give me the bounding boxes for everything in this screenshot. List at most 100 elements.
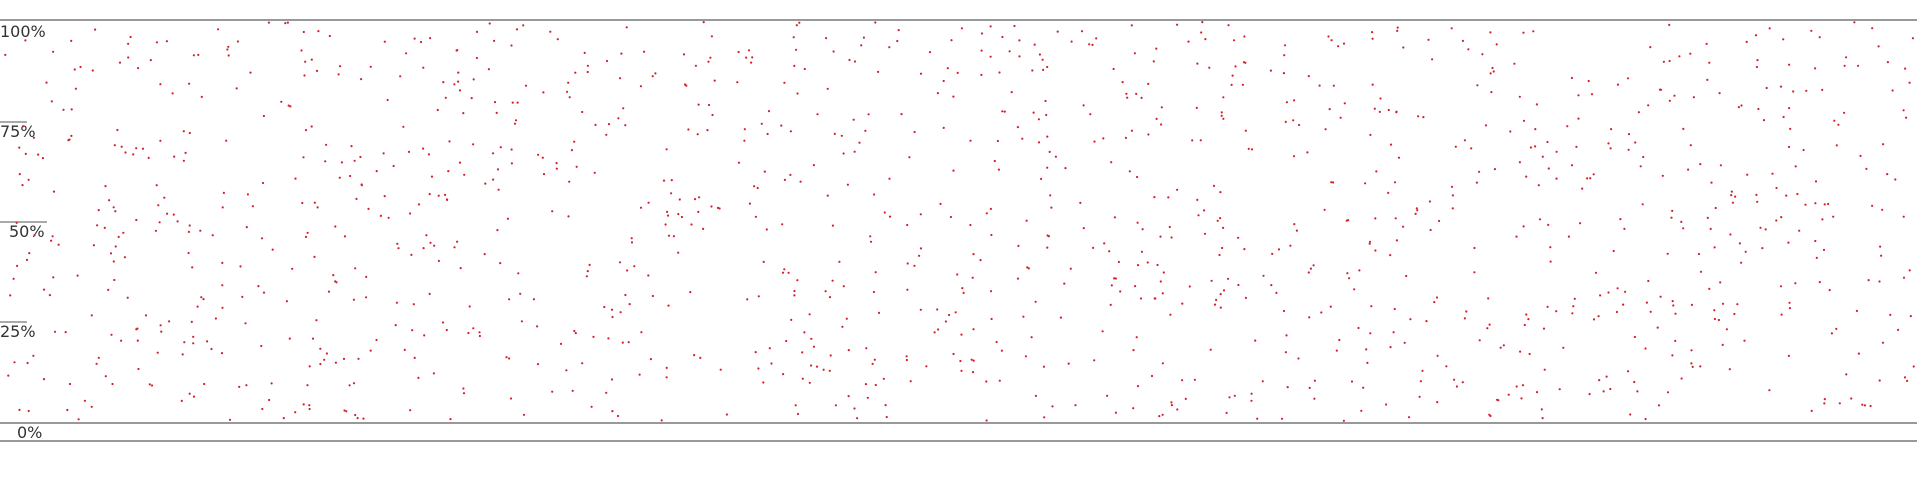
data-point [1713, 309, 1716, 312]
data-point [1027, 267, 1030, 270]
data-point [1368, 240, 1372, 243]
data-point [117, 235, 120, 238]
data-point [1590, 93, 1594, 96]
data-point [1682, 227, 1685, 230]
data-point [462, 112, 465, 115]
data-point [294, 177, 297, 180]
data-point [651, 294, 655, 298]
data-point [1880, 254, 1883, 257]
data-point [1541, 417, 1544, 420]
data-point [664, 223, 667, 226]
data-point [845, 317, 848, 320]
data-point [42, 378, 46, 381]
data-point [1018, 39, 1021, 42]
data-point [1429, 228, 1432, 232]
data-point [1414, 212, 1417, 215]
data-point [1779, 85, 1783, 88]
data-point [1141, 228, 1144, 231]
data-point [593, 171, 596, 174]
data-point [517, 272, 520, 275]
y-tick-label-0: 0% [17, 423, 42, 442]
data-point [536, 363, 540, 366]
data-point [980, 73, 983, 76]
data-point [825, 37, 828, 40]
data-point [18, 408, 21, 411]
data-point [1794, 282, 1797, 285]
data-point [1114, 411, 1117, 414]
data-point [478, 331, 481, 334]
data-point [619, 77, 622, 80]
data-point [884, 404, 887, 407]
data-point [979, 259, 982, 262]
data-point [200, 95, 203, 98]
data-point [409, 409, 412, 412]
data-point [696, 133, 699, 136]
data-point [1904, 67, 1907, 70]
data-point [1358, 269, 1361, 272]
data-point [919, 72, 923, 75]
data-point [271, 248, 274, 251]
data-point [1537, 184, 1540, 187]
data-point [1454, 145, 1457, 148]
data-point [369, 65, 372, 68]
data-point [864, 383, 868, 386]
data-point [1562, 346, 1565, 349]
data-point [1745, 40, 1748, 44]
data-point [1814, 67, 1817, 70]
data-point [1231, 74, 1234, 77]
data-point [1285, 334, 1288, 337]
data-point [1431, 58, 1434, 61]
data-point [1063, 282, 1066, 285]
data-point [1616, 287, 1619, 290]
data-point [359, 155, 362, 159]
data-point [812, 164, 816, 167]
data-point [1509, 130, 1512, 133]
data-point [633, 265, 636, 268]
data-point [1155, 47, 1158, 50]
data-point [1671, 300, 1674, 303]
data-point [262, 291, 266, 294]
data-point [1125, 92, 1128, 95]
data-point [1167, 196, 1170, 199]
data-point [375, 338, 378, 342]
data-point [1140, 250, 1143, 253]
data-point [1699, 270, 1703, 273]
data-point [43, 288, 46, 291]
data-point [793, 294, 796, 297]
data-point [559, 342, 563, 345]
data-point [787, 271, 790, 274]
data-point [1247, 147, 1250, 150]
data-point [906, 288, 909, 291]
data-point [109, 252, 113, 255]
data-point [1051, 405, 1054, 408]
data-point [1737, 106, 1740, 109]
data-point [430, 175, 434, 178]
data-point [357, 357, 360, 360]
data-point [1535, 391, 1539, 394]
data-point [1284, 120, 1287, 123]
data-point [1690, 303, 1693, 306]
data-point [1147, 82, 1150, 85]
data-point [1823, 203, 1826, 206]
data-point [257, 285, 260, 288]
data-point [25, 258, 29, 261]
data-point [227, 45, 230, 48]
data-point [628, 303, 631, 306]
data-point [1597, 315, 1600, 318]
data-point [581, 362, 584, 365]
data-point [745, 56, 748, 59]
data-point [1307, 271, 1310, 274]
data-point [711, 113, 714, 117]
data-point [158, 221, 161, 224]
data-point [905, 355, 908, 358]
data-point [1243, 35, 1246, 38]
data-point [437, 259, 440, 262]
data-point [970, 358, 973, 361]
data-point [718, 207, 721, 210]
data-point [1647, 279, 1650, 283]
data-point [468, 305, 471, 308]
data-point [1889, 313, 1892, 316]
data-point [1762, 119, 1766, 122]
data-point [1160, 106, 1163, 109]
data-point [496, 168, 500, 171]
